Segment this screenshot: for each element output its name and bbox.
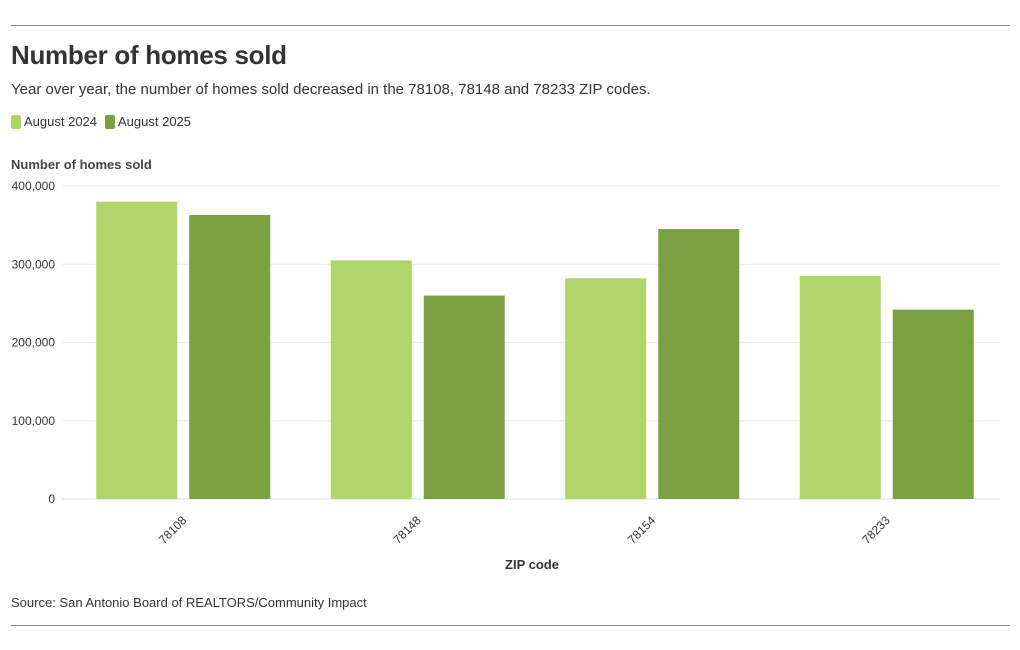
legend-label-august-2024: August 2024	[24, 114, 98, 129]
legend-item-august-2025[interactable]: August 2025	[105, 114, 191, 129]
bar-78154-august-2025[interactable]	[658, 229, 740, 499]
bar-78154-august-2024[interactable]	[565, 278, 647, 499]
bar-78108-august-2024[interactable]	[96, 201, 178, 499]
bar-78148-august-2024[interactable]	[330, 260, 412, 499]
y-tick-label: 0	[48, 492, 55, 506]
y-tick-label: 300,000	[12, 257, 56, 271]
chart-title: Number of homes sold	[11, 40, 287, 70]
x-tick-label-78148: 78148	[390, 513, 424, 547]
source-note: Source: San Antonio Board of REALTORS/Co…	[11, 595, 367, 610]
y-tick-label: 100,000	[12, 414, 56, 428]
x-tick-label-78154: 78154	[625, 513, 659, 547]
legend-swatch-august-2024	[11, 114, 21, 129]
y-axis-title: Number of homes sold	[11, 157, 152, 172]
bar-78108-august-2025[interactable]	[189, 214, 271, 499]
y-tick-label: 400,000	[12, 179, 56, 193]
x-axis-title: ZIP code	[505, 557, 559, 572]
bars	[96, 201, 974, 499]
chart-subtitle: Year over year, the number of homes sold…	[11, 81, 651, 98]
legend-label-august-2025: August 2025	[118, 114, 192, 129]
x-tick-label-78108: 78108	[156, 513, 190, 547]
y-tick-label: 200,000	[12, 336, 56, 350]
bottom-rule	[11, 625, 1010, 626]
top-rule	[11, 25, 1010, 26]
legend-swatch-august-2025	[105, 114, 116, 129]
legend: August 2024 August 2025	[11, 114, 199, 129]
bar-78148-august-2025[interactable]	[423, 295, 505, 499]
x-axis-ticks: 78108 78148 78154 78233	[156, 513, 893, 547]
y-axis-ticks: 0 100,000 200,000 300,000 400,000	[12, 179, 56, 506]
bar-78233-august-2025[interactable]	[892, 309, 974, 499]
bar-78233-august-2024[interactable]	[799, 275, 881, 499]
x-tick-label-78233: 78233	[859, 513, 893, 547]
legend-item-august-2024[interactable]: August 2024	[11, 114, 97, 129]
bar-chart: 0 100,000 200,000 300,000 400,000 78108 78148…	[12, 179, 1000, 572]
